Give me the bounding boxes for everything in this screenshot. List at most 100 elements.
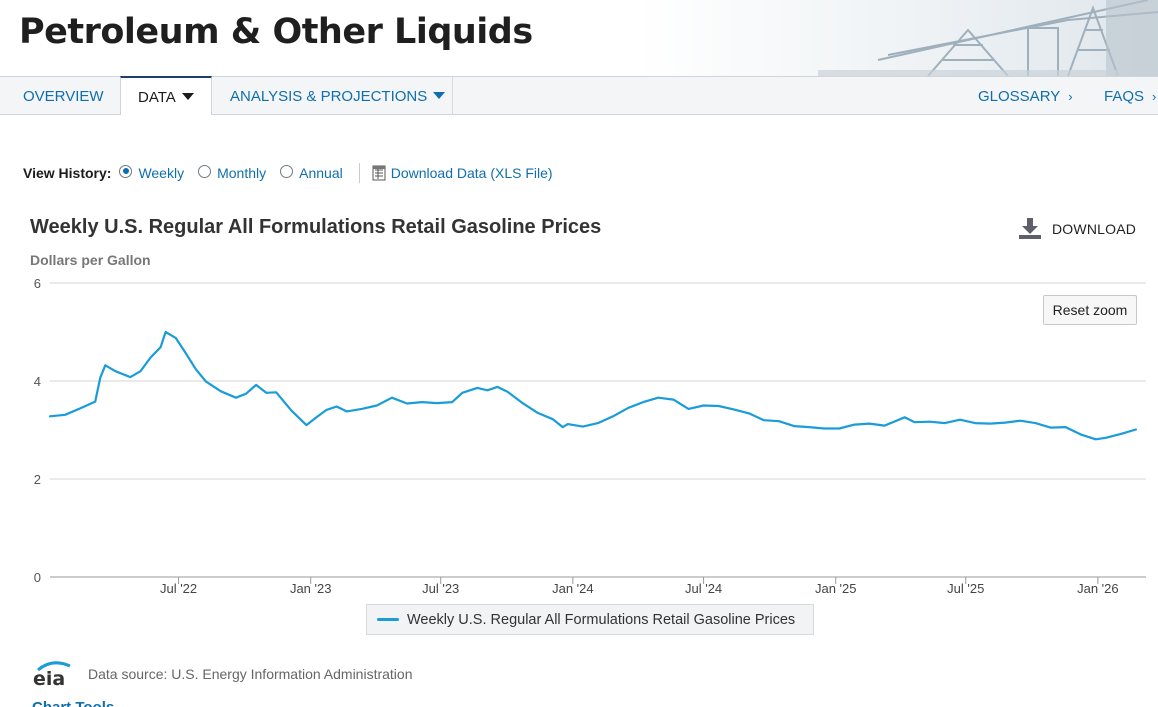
- data-point: [245, 393, 247, 395]
- chart-tools-heading: Chart Tools: [32, 699, 114, 707]
- nav-divider: [452, 77, 453, 115]
- data-point: [139, 370, 141, 372]
- x-tick-label: Jan '26: [1077, 581, 1119, 596]
- tab-data[interactable]: DATA: [120, 76, 212, 115]
- data-point: [627, 407, 629, 409]
- data-point: [974, 422, 976, 424]
- y-tick-label: 0: [34, 570, 41, 585]
- data-point: [823, 427, 825, 429]
- data-point: [1105, 437, 1107, 439]
- chart-download-button[interactable]: DOWNLOAD: [1018, 218, 1136, 240]
- data-point: [959, 419, 961, 421]
- x-tick-label: Jul '23: [422, 581, 459, 596]
- data-point: [315, 416, 317, 418]
- series-line: [48, 330, 1138, 441]
- view-history-bar: View History: Weekly Monthly Annual Down…: [23, 162, 553, 184]
- radio-weekly[interactable]: Weekly: [119, 164, 185, 181]
- nav-faqs[interactable]: FAQS ›: [1104, 77, 1156, 115]
- data-point: [552, 418, 554, 420]
- tab-analysis-projections[interactable]: ANALYSIS & PROJECTIONS: [230, 77, 446, 115]
- data-point: [1004, 422, 1006, 424]
- data-point: [496, 386, 498, 388]
- data-point: [346, 410, 348, 412]
- data-point: [165, 331, 167, 333]
- data-point: [205, 380, 207, 382]
- data-source-text: Data source: U.S. Energy Information Adm…: [88, 666, 413, 682]
- caret-down-icon: [181, 93, 194, 100]
- nav-faqs-label: FAQS: [1104, 88, 1145, 105]
- x-tick-label: Jan '25: [815, 581, 857, 596]
- data-point: [1065, 426, 1067, 428]
- pumpjack-graphic: [818, 0, 1158, 76]
- y-tick-label: 6: [34, 276, 41, 291]
- data-point: [255, 384, 257, 386]
- line-chart[interactable]: 0 2 4 6 Jul '22 Jan '23 Jul '23 Jan '24 Jul '24 J…: [0, 270, 1158, 600]
- data-point: [989, 423, 991, 425]
- data-point: [808, 426, 810, 428]
- data-point: [763, 419, 765, 421]
- data-point: [175, 337, 177, 339]
- eia-logo: eia: [33, 661, 71, 688]
- data-point: [1034, 422, 1036, 424]
- data-point: [1049, 427, 1051, 429]
- x-tick-label: Jan '24: [552, 581, 594, 596]
- nav-glossary[interactable]: GLOSSARY ›: [978, 77, 1073, 115]
- reset-zoom-button[interactable]: Reset zoom: [1043, 295, 1137, 325]
- radio-icon[interactable]: [280, 164, 294, 178]
- tab-overview[interactable]: OVERVIEW: [23, 77, 104, 115]
- data-point: [567, 423, 569, 425]
- chevron-right-icon: ›: [1068, 89, 1073, 104]
- divider: [358, 163, 360, 183]
- data-point: [325, 409, 327, 411]
- legend-swatch: [377, 618, 399, 621]
- data-point: [582, 426, 584, 428]
- page-header: Petroleum & Other Liquids: [0, 0, 1158, 76]
- chart-download-label: DOWNLOAD: [1052, 221, 1137, 237]
- download-xls-link[interactable]: Download Data (XLS File): [372, 165, 553, 181]
- data-point: [506, 391, 508, 393]
- data-point: [99, 377, 101, 379]
- view-history-label: View History:: [23, 165, 112, 181]
- tab-analysis-label: ANALYSIS & PROJECTIONS: [230, 88, 428, 105]
- data-point: [421, 401, 423, 403]
- data-point: [451, 401, 453, 403]
- data-point: [748, 412, 750, 414]
- data-point: [114, 370, 116, 372]
- data-point: [436, 402, 438, 404]
- data-point: [1080, 433, 1082, 435]
- data-point: [406, 402, 408, 404]
- data-point: [868, 423, 870, 425]
- data-point: [94, 401, 96, 403]
- download-xls-label: Download Data (XLS File): [390, 165, 553, 181]
- radio-monthly[interactable]: Monthly: [198, 164, 266, 181]
- data-source: eia Data source: U.S. Energy Information…: [32, 660, 412, 688]
- radio-annual[interactable]: Annual: [280, 164, 343, 181]
- data-point: [1019, 420, 1021, 422]
- legend-series-label: Weekly U.S. Regular All Formulations Ret…: [407, 611, 796, 628]
- data-point: [853, 424, 855, 426]
- data-point: [562, 426, 564, 428]
- chart-title: Weekly U.S. Regular All Formulations Ret…: [30, 216, 602, 238]
- spreadsheet-icon: [372, 165, 386, 181]
- data-point: [265, 392, 267, 394]
- data-point: [733, 408, 735, 410]
- radio-icon[interactable]: [119, 164, 133, 178]
- caret-down-icon: [433, 92, 446, 99]
- tab-overview-label: OVERVIEW: [23, 88, 104, 105]
- radio-icon[interactable]: [198, 164, 212, 178]
- data-point: [185, 352, 187, 354]
- data-point: [1135, 428, 1137, 430]
- chart-y-unit-label: Dollars per Gallon: [30, 252, 151, 268]
- data-point: [914, 421, 916, 423]
- data-point: [929, 421, 931, 423]
- data-point: [220, 390, 222, 392]
- data-point: [275, 391, 277, 393]
- chart-legend[interactable]: Weekly U.S. Regular All Formulations Ret…: [366, 604, 814, 635]
- data-point: [718, 405, 720, 407]
- radio-weekly-label: Weekly: [138, 165, 185, 181]
- x-tick-label: Jul '25: [947, 581, 984, 596]
- nav-glossary-label: GLOSSARY: [978, 88, 1061, 105]
- data-point: [129, 376, 131, 378]
- data-point: [361, 408, 363, 410]
- data-point: [597, 422, 599, 424]
